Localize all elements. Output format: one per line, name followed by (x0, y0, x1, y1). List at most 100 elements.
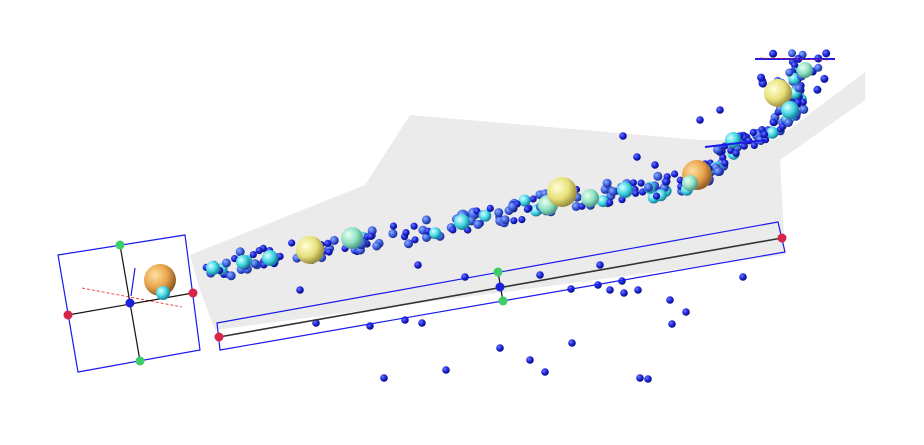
sphere (750, 141, 758, 149)
sphere (547, 177, 577, 207)
sphere (402, 229, 410, 237)
gizmo-axis (81, 287, 183, 308)
sphere (794, 84, 803, 93)
sphere (813, 85, 822, 94)
sphere (606, 199, 614, 207)
sphere (526, 356, 534, 364)
sphere (418, 319, 426, 327)
sphere (732, 149, 740, 157)
sphere (820, 74, 829, 83)
sphere (682, 175, 698, 191)
handle[interactable] (135, 356, 145, 366)
sphere (716, 106, 724, 114)
sphere (276, 252, 284, 260)
sphere (529, 195, 537, 203)
sphere (571, 201, 581, 211)
handle[interactable] (495, 282, 505, 292)
sphere (541, 368, 549, 376)
sphere (494, 208, 504, 218)
sphere (429, 227, 442, 240)
sphere (596, 261, 604, 269)
sphere (518, 194, 531, 207)
sphere (500, 215, 510, 225)
handle[interactable] (777, 233, 787, 243)
sphere (644, 182, 653, 192)
sphere (783, 118, 793, 127)
sphere (606, 286, 614, 294)
handle[interactable] (188, 288, 198, 298)
sphere (797, 62, 813, 78)
sphere (454, 214, 470, 230)
sphere (518, 216, 526, 224)
end-marker (704, 57, 835, 148)
handle[interactable] (115, 240, 125, 250)
handle[interactable] (214, 332, 224, 342)
range-box (214, 221, 787, 351)
sphere (713, 167, 723, 177)
sphere (479, 209, 492, 222)
sphere (822, 49, 831, 58)
sphere (788, 49, 796, 58)
sphere (634, 286, 642, 294)
handle[interactable] (125, 298, 135, 308)
sphere (411, 236, 419, 244)
sphere (389, 222, 398, 230)
sphere (568, 339, 576, 347)
sphere (725, 132, 741, 148)
sphere (785, 68, 794, 77)
sphere (636, 374, 644, 382)
sphere (449, 226, 457, 234)
sphere (608, 187, 618, 196)
sphere (652, 192, 661, 200)
gizmo-arrow (130, 267, 136, 297)
sphere (671, 170, 679, 178)
sphere (486, 204, 494, 212)
sphere (156, 286, 170, 300)
sphere (769, 118, 778, 126)
sphere (296, 236, 324, 264)
sphere (799, 104, 809, 114)
sphere (206, 261, 220, 275)
sphere (727, 146, 735, 154)
sphere (719, 153, 727, 161)
sphere (510, 217, 518, 225)
sphere (651, 161, 659, 169)
sphere (508, 202, 518, 212)
sphere (324, 239, 332, 247)
sphere (757, 73, 766, 82)
sphere (597, 195, 610, 208)
end-line (704, 139, 766, 148)
handle[interactable] (63, 310, 73, 320)
sphere (781, 101, 799, 119)
sphere (536, 271, 544, 279)
sphere (761, 130, 769, 138)
sphere (404, 239, 413, 249)
sphere (739, 273, 747, 281)
sphere (764, 79, 792, 107)
sphere (262, 250, 278, 266)
sphere (372, 241, 382, 251)
sphere (496, 344, 504, 352)
sphere (696, 116, 704, 124)
sphere (632, 189, 640, 197)
sphere (473, 219, 483, 229)
sphere (662, 178, 670, 186)
sphere (249, 251, 257, 259)
sphere (668, 320, 676, 328)
sphere (250, 259, 260, 269)
sphere (769, 49, 778, 58)
sphere (581, 189, 599, 207)
sphere (682, 308, 690, 316)
handle[interactable] (498, 296, 508, 306)
sphere (619, 132, 627, 140)
sphere (414, 261, 422, 269)
sphere (255, 247, 263, 255)
sphere (388, 229, 398, 239)
sphere (620, 289, 628, 297)
sphere (749, 128, 757, 136)
handle[interactable] (493, 267, 503, 277)
sphere (766, 126, 779, 139)
point-cloud (202, 49, 831, 383)
sphere (410, 222, 418, 230)
